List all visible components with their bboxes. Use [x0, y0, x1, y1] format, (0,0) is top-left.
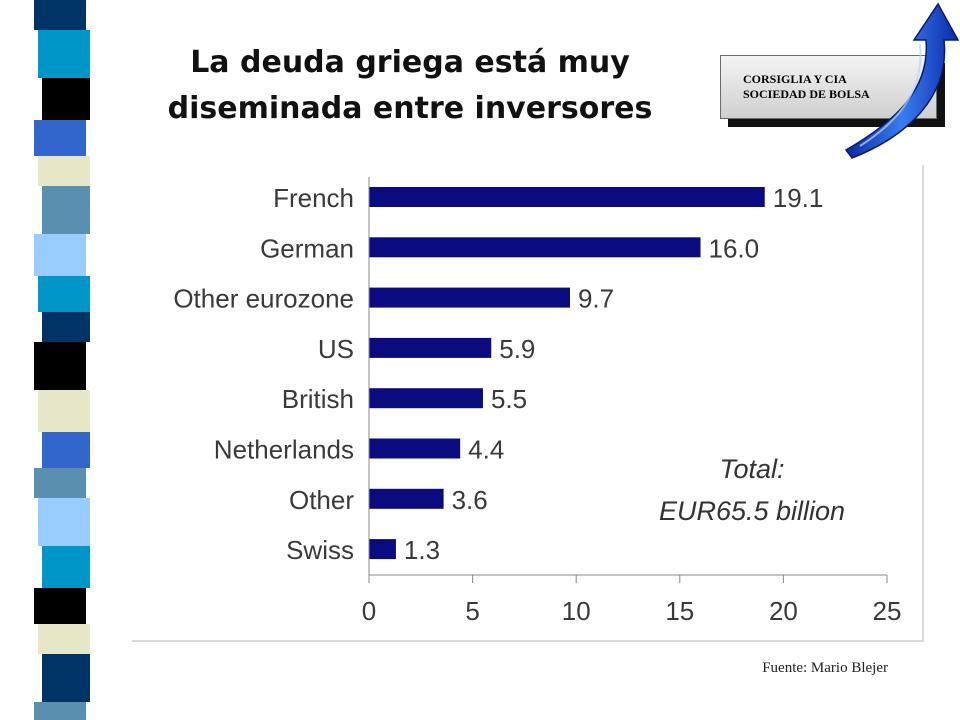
strip-block — [38, 30, 90, 78]
logo-text-line-2: SOCIEDAD DE BOLSA — [743, 87, 870, 101]
value-label: 16.0 — [709, 233, 760, 263]
strip-block — [42, 312, 94, 342]
strip-block — [34, 588, 86, 624]
title-line-2: diseminada entre inversores — [167, 91, 653, 126]
logo-text-line-1: CORSIGLIA Y CIA — [743, 72, 847, 86]
title-line-1: La deuda griega está muy — [190, 45, 630, 80]
category-label: Swiss — [286, 535, 354, 565]
debt-holders-bar-chart: French 19.1 German 16.0 Other eurozone 9.7 US 5… — [173, 177, 902, 626]
strip-block — [38, 390, 90, 432]
strip-block — [34, 0, 86, 30]
strip-block — [42, 186, 94, 234]
strip-block — [38, 276, 90, 312]
value-label: 19.1 — [773, 183, 824, 213]
blue-curved-arrow-icon — [844, 2, 960, 159]
bar — [369, 488, 444, 509]
category-label: German — [260, 233, 354, 263]
strip-block — [34, 234, 86, 276]
strip-block — [34, 120, 86, 156]
bar — [369, 539, 396, 560]
strip-block — [42, 432, 94, 468]
category-label: Other eurozone — [173, 284, 354, 314]
bar — [369, 187, 765, 207]
category-label: Netherlands — [214, 435, 354, 465]
value-label: 1.3 — [404, 535, 440, 565]
strip-edge — [90, 0, 108, 720]
page-title: La deuda griega está muy diseminada entr… — [130, 40, 690, 132]
strip-block — [38, 156, 90, 186]
total-annotation-line-2: EUR65.5 billion — [659, 496, 845, 526]
x-tick-label: 15 — [665, 596, 694, 626]
category-label: Other — [289, 485, 354, 515]
value-label: 5.5 — [491, 384, 527, 414]
source-note: Fuente: Mario Blejer — [762, 660, 888, 676]
x-tick-label: 20 — [769, 596, 798, 626]
bar — [369, 287, 570, 308]
strip-block — [38, 624, 90, 654]
bar — [369, 438, 461, 459]
bar — [369, 337, 492, 358]
decorative-color-strip — [34, 0, 108, 720]
x-tick-label: 10 — [562, 596, 591, 626]
value-label: 4.4 — [468, 435, 504, 465]
strip-block — [38, 498, 90, 546]
strip-block — [34, 342, 86, 390]
strip-block — [42, 546, 94, 588]
category-label: US — [318, 334, 354, 364]
x-tick-label: 5 — [465, 596, 479, 626]
value-label: 3.6 — [452, 485, 488, 515]
value-label: 5.9 — [499, 334, 535, 364]
x-tick-label: 25 — [873, 596, 902, 626]
category-label: British — [282, 384, 354, 414]
total-annotation-line-1: Total: — [719, 454, 784, 484]
strip-block — [42, 78, 94, 120]
strip-block — [34, 702, 86, 720]
x-tick-label: 0 — [362, 596, 376, 626]
bar — [369, 388, 483, 409]
strip-block — [34, 468, 86, 498]
bar — [369, 237, 701, 258]
strip-block — [42, 654, 94, 702]
company-logo: CORSIGLIA Y CIA SOCIEDAD DE BOLSA — [720, 55, 937, 119]
value-label: 9.7 — [578, 284, 614, 314]
category-label: French — [273, 183, 354, 213]
chart-panel: French 19.1 German 16.0 Other eurozone 9.7 US 5… — [132, 165, 924, 642]
